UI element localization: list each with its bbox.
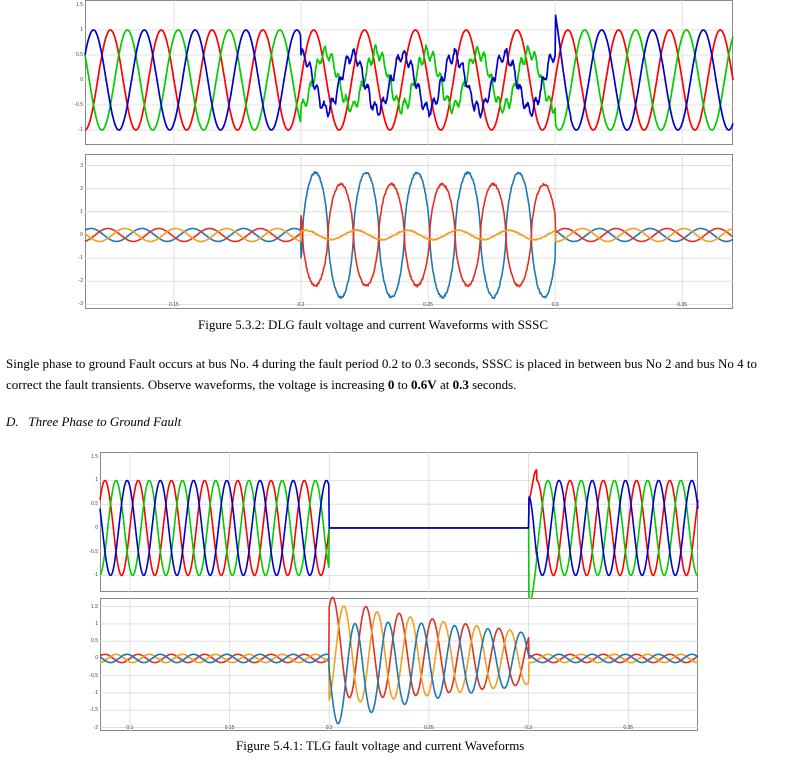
paragraph-text-1: Single phase to ground Fault occurs at b… — [6, 356, 758, 392]
y-tick-label: 0.5 — [91, 638, 98, 645]
y-tick-label: 0 — [95, 655, 98, 662]
section-heading: D. Three Phase to Ground Fault — [6, 414, 181, 430]
voltage-phase-1-line — [84, 29, 734, 131]
body-paragraph: Single phase to ground Fault occurs at b… — [6, 353, 792, 395]
y-tick-label: 1 — [80, 208, 83, 215]
x-tick-label: 0.3 — [551, 302, 559, 308]
y-tick-label: 1.5 — [91, 453, 98, 460]
y-tick-label: -2 — [78, 278, 83, 285]
y-tick-label: -1 — [78, 255, 83, 262]
y-tick-label: 0.5 — [91, 501, 98, 508]
y-tick-label: -0.5 — [89, 672, 98, 679]
x-tick-label: 0.2 — [297, 302, 305, 308]
y-tick-label: -1 — [93, 572, 98, 579]
figure2-current-plot — [99, 596, 699, 731]
y-tick-label: 2 — [80, 185, 83, 192]
x-tick-label: 0.2 — [325, 725, 333, 731]
y-tick-label: 1 — [95, 620, 98, 627]
paragraph-text-2: to — [394, 377, 412, 392]
y-tick-label: 3 — [80, 162, 83, 169]
y-tick-label: 1.5 — [91, 603, 98, 610]
x-tick-label: 0.15 — [169, 302, 179, 308]
current-phase-2-line — [99, 621, 699, 725]
paragraph-text-4: seconds. — [468, 377, 517, 392]
figure2-caption: Figure 5.4.1: TLG fault voltage and curr… — [236, 738, 525, 753]
paragraph-text-3: at — [436, 377, 453, 392]
figure2-current-svg — [99, 596, 699, 731]
voltage-phase-2-line — [99, 479, 699, 577]
y-tick-label: 0.5 — [76, 52, 83, 58]
y-tick-label: -1.5 — [89, 707, 98, 714]
x-tick-label: 0.35 — [623, 725, 634, 731]
x-tick-label: 0.15 — [224, 725, 235, 731]
x-tick-label: 0.25 — [424, 725, 434, 731]
current-phase-1-line — [84, 227, 734, 243]
y-tick-label: -0.5 — [89, 548, 98, 555]
figure1-current-svg — [84, 154, 734, 309]
section-letter: D. — [6, 414, 19, 429]
y-tick-label: -2 — [93, 724, 98, 731]
figure2-voltage-plot — [99, 452, 699, 617]
y-tick-label: 1.5 — [76, 2, 83, 8]
y-tick-label: 1 — [80, 27, 83, 33]
y-tick-label: 1 — [95, 477, 98, 484]
current-phase-2-line — [84, 170, 734, 300]
y-tick-label: -1 — [93, 690, 98, 696]
voltage-phase-2-line — [84, 14, 734, 131]
paragraph-bold-2: 0.6V — [411, 377, 437, 392]
x-tick-label: 0.1 — [126, 725, 134, 731]
y-tick-label: -0.5 — [74, 102, 83, 108]
figure1-voltage-svg — [84, 0, 734, 145]
x-tick-label: 0.35 — [677, 302, 688, 308]
y-tick-label: 0 — [95, 524, 98, 531]
x-tick-label: 0.3 — [525, 725, 533, 731]
section-title: Three Phase to Ground Fault — [28, 414, 182, 429]
y-tick-label: 0 — [80, 231, 83, 238]
figure2-voltage-svg — [99, 452, 699, 617]
x-tick-label: 0.25 — [423, 302, 433, 308]
voltage-phase-0-line — [84, 29, 734, 131]
figure1-current-plot — [84, 154, 734, 309]
paragraph-bold-3: 0.3 — [452, 377, 469, 392]
figure1-voltage-plot — [84, 0, 734, 145]
figure1-caption: Figure 5.3.2: DLG fault voltage and curr… — [198, 317, 549, 332]
y-tick-label: -1 — [78, 127, 83, 133]
paragraph-bold-1: 0 — [387, 377, 395, 392]
y-tick-label: 0 — [80, 77, 83, 83]
y-tick-label: -3 — [78, 301, 83, 308]
